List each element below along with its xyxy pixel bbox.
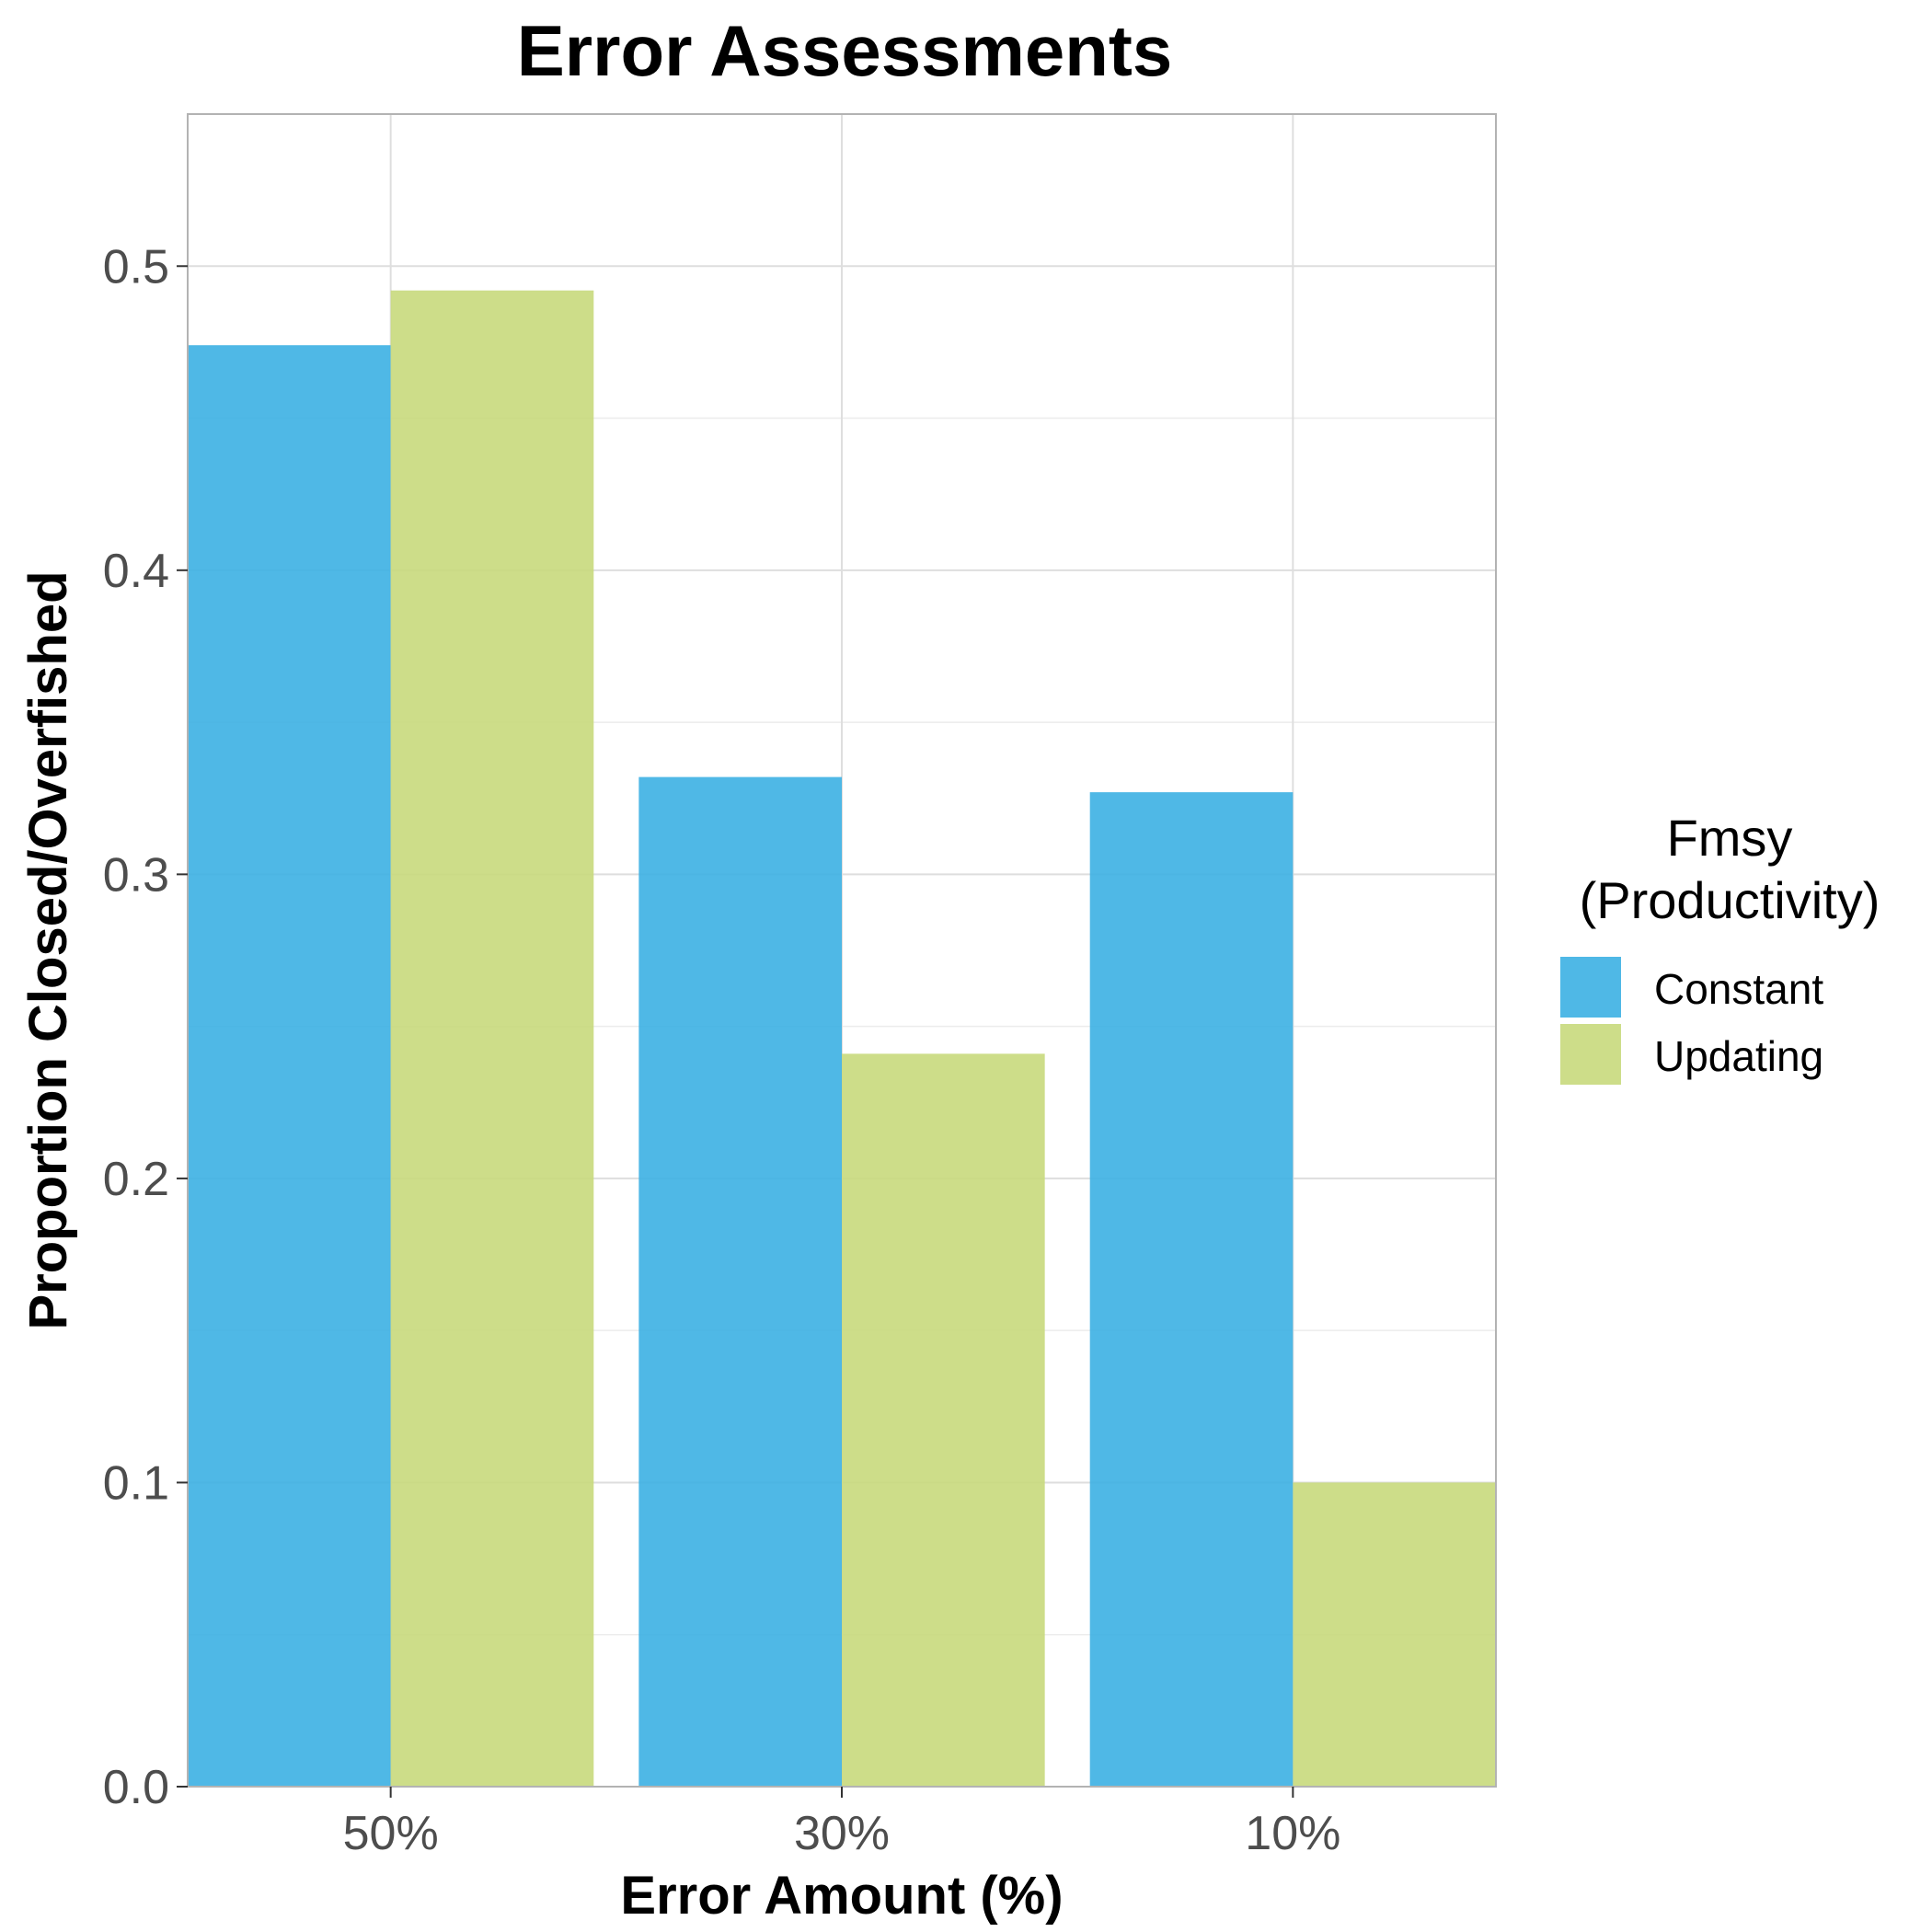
y-tick-label: 0.1 xyxy=(103,1456,169,1510)
legend-title-line2: (Productivity) xyxy=(1580,871,1880,929)
bar-constant-30pct xyxy=(638,776,842,1787)
x-tick-label: 10% xyxy=(1245,1807,1340,1860)
legend-key-updating xyxy=(1560,1024,1621,1085)
bar-updating-30pct xyxy=(842,1053,1045,1787)
legend: Fmsy (Productivity) Constant Updating xyxy=(1560,809,1880,1085)
bar-updating-50pct xyxy=(390,290,594,1788)
bar-updating-10pct xyxy=(1293,1482,1496,1787)
y-axis-title: Proportion Closed/Overfished xyxy=(18,571,78,1330)
bar-constant-10pct xyxy=(1089,792,1294,1787)
x-tick-label: 30% xyxy=(794,1807,890,1860)
x-tick-label: 50% xyxy=(343,1807,439,1860)
legend-key-constant xyxy=(1560,957,1621,1018)
y-tick-label: 0.3 xyxy=(103,848,169,902)
bar-constant-50pct xyxy=(188,345,391,1787)
y-tick-label: 0.0 xyxy=(103,1761,169,1814)
chart-title: Error Assessments xyxy=(517,10,1172,91)
y-tick-label: 0.2 xyxy=(103,1153,169,1206)
legend-label-constant: Constant xyxy=(1654,965,1823,1013)
bars xyxy=(188,290,1496,1788)
axis-ticks: 0.0 0.1 0.2 0.3 0.4 0.5 50% 30% 10% xyxy=(103,240,1341,1860)
y-tick-label: 0.5 xyxy=(103,240,169,293)
x-axis-title: Error Amount (%) xyxy=(620,1866,1063,1926)
legend-label-updating: Updating xyxy=(1654,1032,1823,1080)
y-tick-label: 0.4 xyxy=(103,545,169,598)
legend-title-line1: Fmsy xyxy=(1667,809,1793,867)
